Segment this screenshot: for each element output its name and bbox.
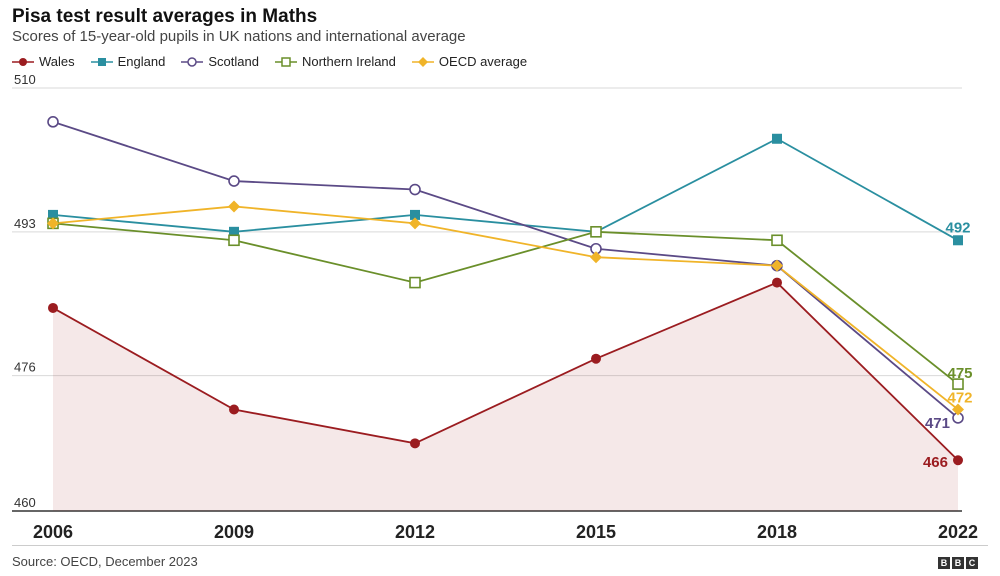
data-point bbox=[590, 251, 602, 264]
legend-item: Northern Ireland bbox=[274, 54, 396, 69]
data-point bbox=[410, 438, 420, 449]
data-point bbox=[409, 217, 421, 230]
bbc-logo-letter: B bbox=[952, 557, 964, 569]
bbc-logo: B B C bbox=[938, 557, 978, 569]
data-point bbox=[409, 276, 421, 289]
end-value-label: 475 bbox=[947, 365, 972, 382]
bbc-logo-letter: C bbox=[966, 557, 978, 569]
data-point bbox=[228, 175, 240, 187]
series-line bbox=[52, 205, 959, 411]
x-tick-label: 2018 bbox=[757, 522, 797, 542]
legend-marker bbox=[417, 56, 428, 67]
legend-marker bbox=[187, 56, 198, 67]
y-tick-label: 510 bbox=[14, 72, 36, 87]
data-point bbox=[952, 378, 964, 390]
data-point bbox=[47, 217, 59, 230]
footer-divider bbox=[12, 545, 988, 546]
data-point bbox=[228, 200, 240, 213]
legend-marker bbox=[281, 56, 291, 67]
legend-swatch-icon bbox=[411, 56, 434, 67]
y-tick-label: 493 bbox=[14, 216, 36, 231]
legend-swatch-icon bbox=[12, 57, 34, 66]
legend-marker bbox=[97, 57, 106, 66]
legend-swatch-icon bbox=[274, 56, 297, 67]
end-value-label: 492 bbox=[945, 219, 970, 236]
legend-label: England bbox=[117, 54, 166, 69]
y-tick-label: 476 bbox=[14, 360, 36, 375]
data-point bbox=[591, 353, 601, 364]
series-line bbox=[52, 281, 959, 461]
x-tick-label: 2012 bbox=[395, 522, 435, 542]
chart-legend: Wales England Scotland Northern Ireland OECD… bbox=[12, 54, 543, 69]
line-chart: 510 493 476 460 2006 2009 2012 2015 2018 2022 466 4… bbox=[12, 72, 978, 542]
chart-subtitle: Scores of 15-year-old pupils in UK natio… bbox=[12, 28, 466, 45]
x-tick-label: 2006 bbox=[33, 522, 73, 542]
series-line bbox=[52, 137, 959, 242]
source-note: Source: OECD, December 2023 bbox=[12, 554, 198, 569]
series-line bbox=[52, 222, 959, 385]
series-area bbox=[53, 282, 958, 511]
legend-swatch-icon bbox=[90, 57, 113, 66]
data-point bbox=[410, 209, 420, 220]
end-value-label: 472 bbox=[947, 389, 972, 406]
legend-item: England bbox=[90, 54, 166, 69]
y-tick-label: 460 bbox=[14, 495, 36, 510]
legend-swatch-icon bbox=[181, 56, 204, 67]
data-point bbox=[48, 209, 58, 220]
data-point bbox=[953, 235, 963, 246]
data-point bbox=[229, 226, 239, 237]
legend-item: Wales bbox=[12, 54, 75, 69]
data-point bbox=[229, 404, 239, 415]
data-point bbox=[772, 133, 782, 144]
data-point bbox=[590, 226, 602, 238]
legend-item: OECD average bbox=[411, 54, 528, 69]
x-tick-label: 2009 bbox=[214, 522, 254, 542]
data-point bbox=[771, 259, 783, 272]
data-point bbox=[952, 403, 964, 416]
legend-label: Wales bbox=[39, 54, 75, 69]
bbc-logo-letter: B bbox=[938, 557, 950, 569]
end-value-label: 466 bbox=[923, 454, 948, 471]
data-point bbox=[47, 116, 59, 128]
data-point bbox=[771, 234, 783, 247]
legend-item: Scotland bbox=[181, 54, 259, 69]
series-line bbox=[52, 120, 959, 419]
data-point bbox=[772, 277, 782, 288]
data-point bbox=[953, 455, 963, 466]
x-tick-label: 2022 bbox=[938, 522, 978, 542]
legend-label: Scotland bbox=[208, 54, 259, 69]
data-point bbox=[409, 183, 421, 196]
x-tick-label: 2015 bbox=[576, 522, 616, 542]
legend-marker bbox=[19, 57, 27, 66]
legend-label: Northern Ireland bbox=[301, 54, 396, 69]
legend-label: OECD average bbox=[438, 54, 528, 69]
end-value-label: 471 bbox=[925, 415, 950, 432]
chart-title: Pisa test result averages in Maths bbox=[12, 6, 318, 27]
data-point bbox=[48, 302, 58, 313]
data-point bbox=[228, 234, 240, 247]
